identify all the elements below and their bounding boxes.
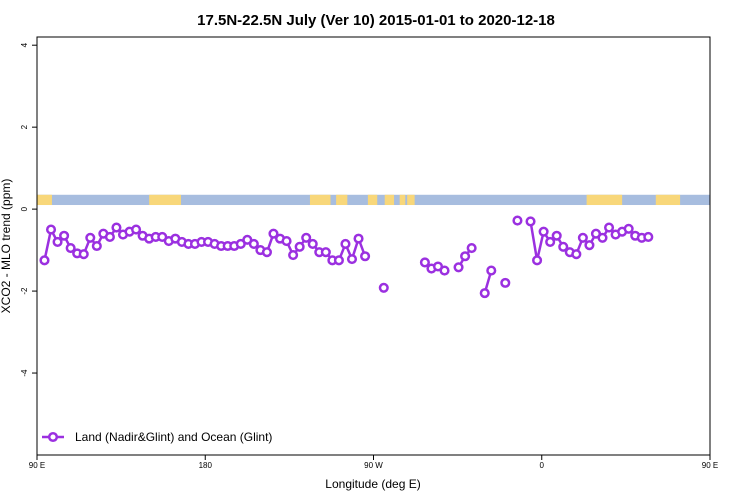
- data-point: [65, 242, 76, 254]
- x-tick-label: 180: [199, 461, 213, 470]
- data-point: [320, 247, 331, 258]
- data-point: [45, 224, 57, 235]
- y-tick-label: 4: [20, 42, 29, 47]
- land-segment: [655, 194, 681, 206]
- data-point: [340, 238, 351, 250]
- data-point: [453, 262, 464, 273]
- data-point: [532, 255, 543, 266]
- data-point: [39, 255, 50, 266]
- y-tick-label: 0: [20, 206, 29, 211]
- y-tick-label: 2: [20, 124, 29, 129]
- land-segment: [309, 194, 331, 206]
- y-axis: -4 -2 0 2 4: [20, 42, 37, 377]
- x-tick-label: 0: [540, 461, 545, 470]
- x-tick-label: 90 W: [364, 461, 383, 470]
- data-point: [597, 232, 608, 243]
- data-point: [248, 238, 259, 250]
- data-point: [288, 249, 299, 261]
- data-point: [525, 216, 536, 227]
- legend: Land (Nadir&Glint) and Ocean (Glint): [42, 430, 272, 444]
- data-point: [584, 240, 595, 251]
- series-layer: [39, 215, 654, 299]
- data-point: [281, 236, 292, 247]
- land-segment: [367, 194, 378, 206]
- data-point: [439, 265, 450, 276]
- data-point: [623, 223, 634, 234]
- data-point: [486, 265, 497, 276]
- data-point: [307, 238, 318, 250]
- data-point: [460, 251, 471, 262]
- data-point: [301, 232, 312, 243]
- data-point: [104, 231, 115, 243]
- data-point: [512, 215, 523, 226]
- data-point: [577, 232, 588, 243]
- y-tick-label: -2: [20, 287, 29, 295]
- land-segment: [384, 194, 395, 206]
- data-point: [419, 257, 430, 268]
- y-tick-label: -4: [20, 369, 29, 377]
- x-tick-label: 90 E: [702, 461, 718, 470]
- data-point: [261, 247, 272, 258]
- data-point: [85, 232, 96, 243]
- data-point: [500, 277, 511, 288]
- data-point: [294, 241, 305, 252]
- data-point: [111, 222, 122, 233]
- data-point: [558, 241, 569, 252]
- data-point: [551, 230, 562, 241]
- x-tick-label: 90 E: [29, 461, 45, 470]
- land-segment: [399, 194, 406, 206]
- data-point: [643, 231, 654, 243]
- data-point: [59, 230, 70, 241]
- land-segment: [336, 194, 348, 206]
- y-axis-label: XCO2 - MLO trend (ppm): [0, 179, 13, 314]
- data-point: [333, 255, 344, 266]
- data-point: [353, 233, 364, 244]
- data-point: [466, 242, 477, 254]
- data-point: [131, 224, 142, 235]
- chart-title: 17.5N-22.5N July (Ver 10) 2015-01-01 to …: [197, 12, 555, 29]
- data-point: [538, 226, 549, 237]
- data-point: [52, 236, 63, 247]
- data-point: [571, 249, 582, 260]
- data-point: [360, 251, 371, 262]
- x-axis-label: Longitude (deg E): [325, 477, 420, 491]
- land-segment: [37, 194, 52, 206]
- plot-frame: [36, 36, 711, 456]
- data-point: [268, 228, 279, 239]
- legend-marker: [47, 431, 59, 443]
- data-point: [378, 282, 389, 293]
- x-axis: 90 E 180 90 W 0 90 E: [29, 455, 718, 470]
- land-segment: [586, 194, 623, 206]
- legend-label: Land (Nadir&Glint) and Ocean (Glint): [75, 430, 272, 444]
- data-point: [479, 288, 490, 299]
- land-segment: [407, 194, 415, 206]
- data-point: [346, 254, 358, 265]
- data-point: [545, 236, 556, 247]
- data-point: [78, 249, 89, 260]
- data-point: [91, 240, 102, 252]
- land-segment: [149, 194, 181, 206]
- data-point: [604, 222, 615, 233]
- land-ocean-band: [37, 194, 710, 206]
